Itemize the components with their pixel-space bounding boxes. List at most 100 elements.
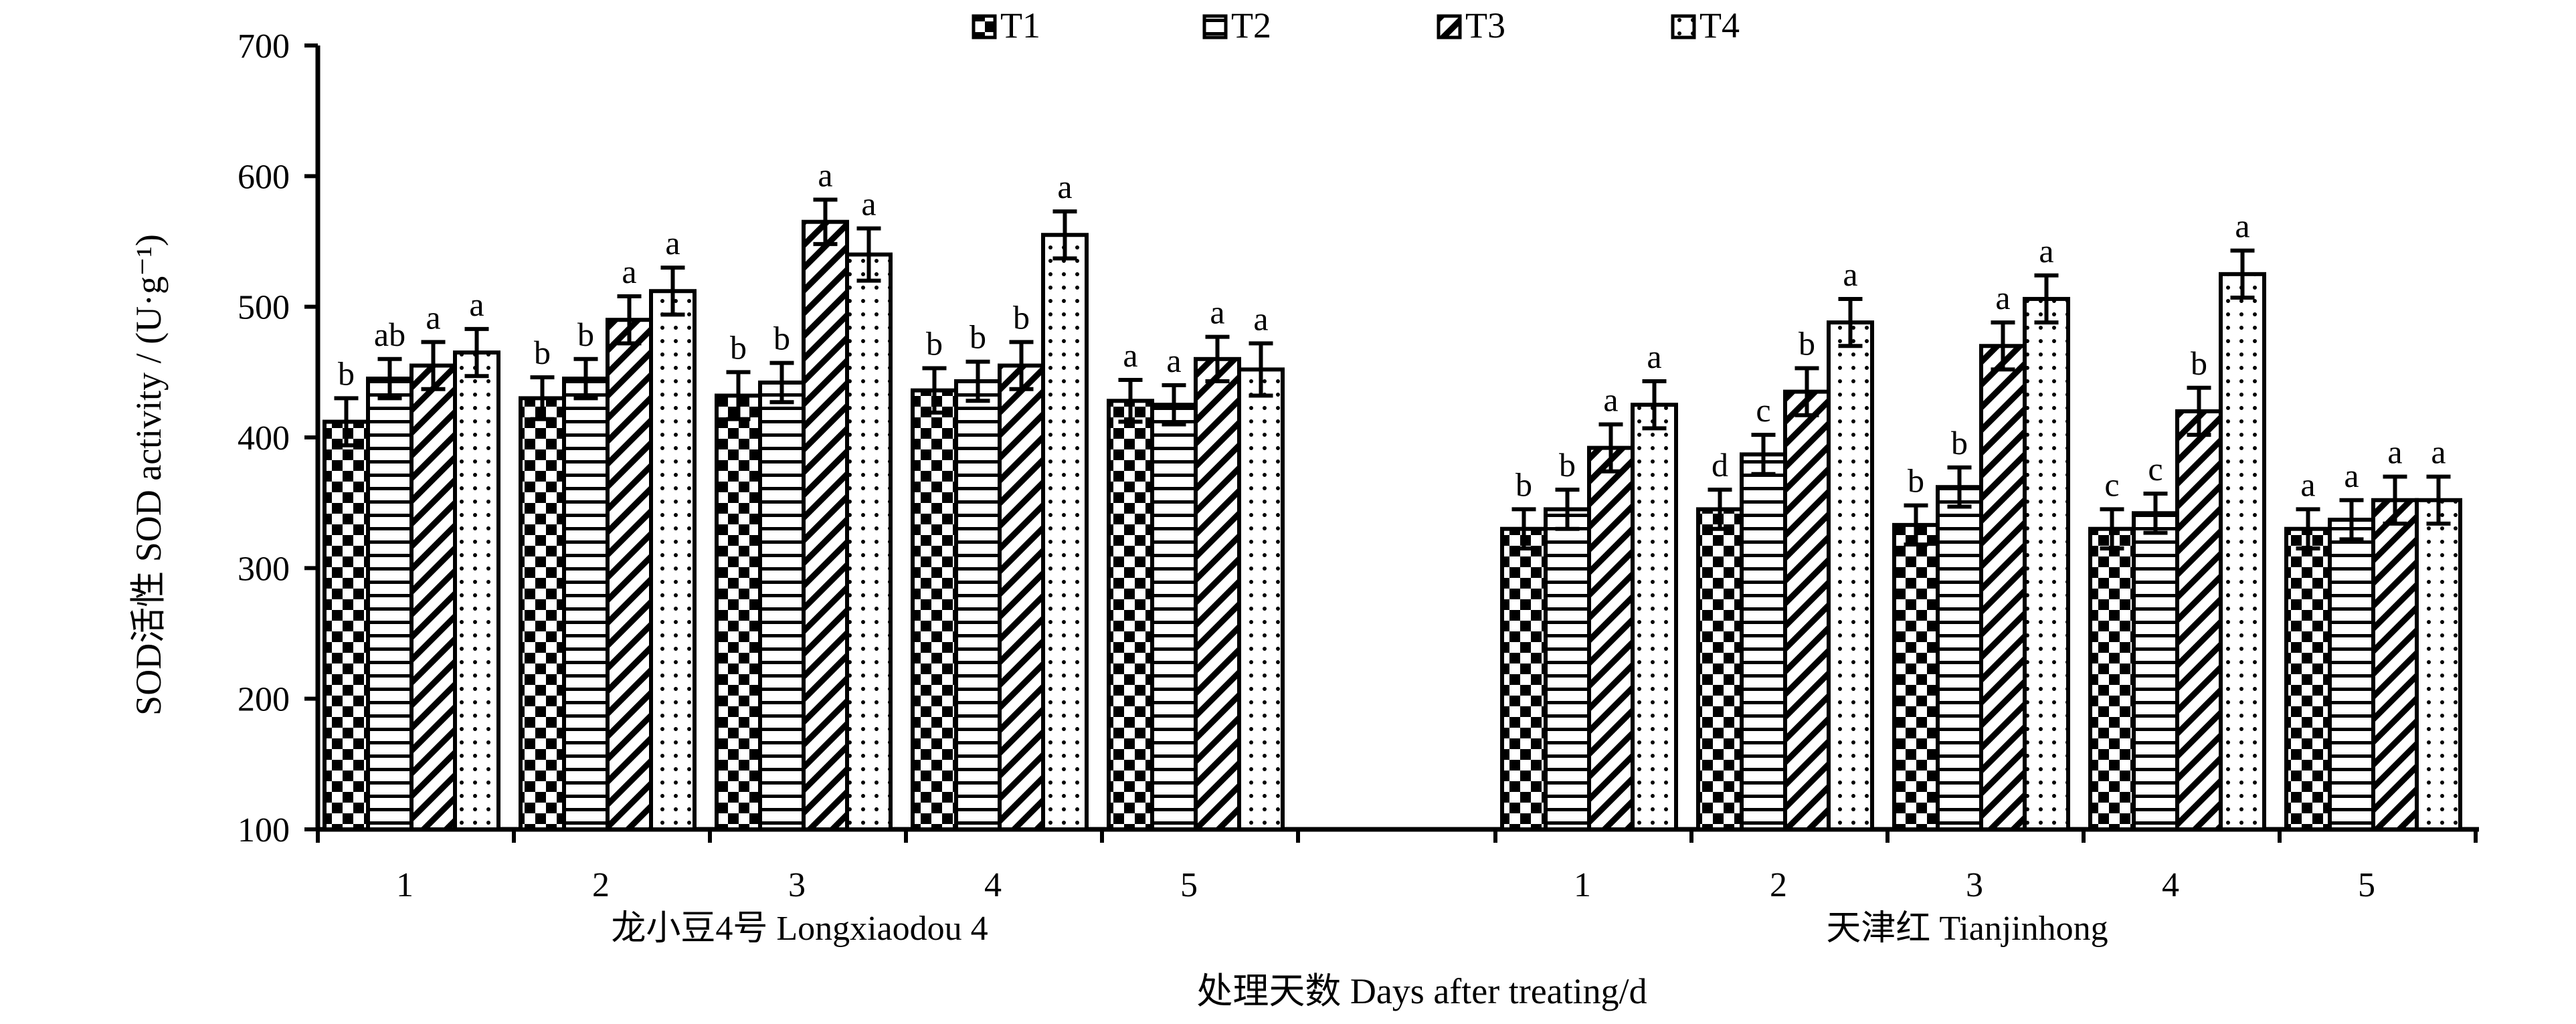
- significance-label: a: [1057, 168, 1072, 205]
- significance-label: b: [1951, 424, 1968, 462]
- bar-t1: [519, 396, 566, 831]
- bar-t4: [1041, 233, 1089, 831]
- significance-label: a: [2300, 466, 2315, 503]
- bar-t3: [998, 363, 1045, 831]
- bar-t2: [1544, 507, 1591, 832]
- significance-label: b: [338, 354, 355, 392]
- bar-t1: [323, 419, 370, 831]
- bar-t1: [2284, 526, 2332, 831]
- group-label: 天津红 Tianjinhong: [1826, 910, 2108, 948]
- significance-label: b: [577, 316, 594, 353]
- bar-t3: [802, 219, 849, 831]
- significance-label: c: [2148, 450, 2163, 488]
- significance-label: a: [2387, 433, 2402, 471]
- significance-label: a: [1166, 342, 1181, 379]
- significance-label: b: [970, 318, 986, 356]
- significance-label: a: [1647, 338, 1661, 375]
- x-tick-label: 1: [1574, 866, 1591, 904]
- bar-t3: [1194, 356, 1241, 831]
- bar-t2: [954, 379, 1002, 831]
- bar-t4: [2219, 272, 2266, 832]
- significance-label: b: [926, 324, 943, 362]
- legend-label-t1: T1: [1000, 5, 1040, 45]
- group-label: 龙小豆4号 Longxiaodou 4: [611, 910, 988, 948]
- significance-label: a: [1843, 255, 1857, 293]
- bar-t2: [1936, 485, 1983, 832]
- significance-label: a: [2344, 457, 2359, 494]
- bar-t3: [1783, 389, 1831, 831]
- y-tick-label: 600: [238, 158, 290, 196]
- x-tick-label: 2: [1770, 866, 1787, 904]
- significance-label: b: [1799, 324, 1815, 362]
- bar-t4: [1827, 320, 1874, 831]
- significance-label: c: [2104, 466, 2119, 503]
- significance-label: a: [1253, 300, 1268, 337]
- bar-t2: [1740, 452, 1787, 831]
- bar-t1: [911, 388, 958, 831]
- bar-t3: [2371, 498, 2419, 831]
- x-tick-label: 2: [592, 866, 610, 904]
- significance-label: a: [1995, 279, 2010, 316]
- bar-t2: [2132, 511, 2179, 831]
- bar-t2: [758, 380, 806, 831]
- significance-label: b: [1515, 466, 1532, 503]
- bar-t2: [562, 377, 610, 831]
- significance-label: b: [1559, 446, 1576, 484]
- x-tick-label: 3: [788, 866, 806, 904]
- x-tick-label: 4: [984, 866, 1002, 904]
- bar-t1: [1696, 507, 1744, 832]
- y-tick-label: 500: [238, 289, 290, 327]
- significance-label: a: [2431, 433, 2446, 471]
- significance-label: ab: [374, 316, 405, 353]
- bar-t4: [2415, 498, 2462, 831]
- bar-t3: [606, 318, 653, 831]
- significance-label: a: [1123, 336, 1137, 374]
- significance-label: d: [1712, 446, 1728, 484]
- x-tick-label: 4: [2162, 866, 2179, 904]
- significance-label: a: [2235, 207, 2249, 245]
- significance-label: c: [1756, 391, 1770, 429]
- legend-label-t4: T4: [1699, 5, 1740, 45]
- y-tick-label: 300: [238, 550, 290, 588]
- significance-label: b: [773, 320, 790, 357]
- bar-t4: [649, 289, 697, 831]
- bar-t2: [366, 377, 413, 831]
- significance-label: a: [622, 253, 636, 290]
- legend-swatch-t2: [1202, 14, 1228, 39]
- x-tick-label: 5: [1180, 866, 1198, 904]
- significance-label: b: [1013, 298, 1030, 336]
- significance-label: a: [426, 298, 440, 336]
- bar-t3: [1587, 445, 1635, 831]
- bar-t4: [2023, 296, 2070, 831]
- y-tick-label: 700: [238, 27, 290, 66]
- legend-swatch-t3: [1437, 14, 1462, 39]
- significance-label: a: [2039, 232, 2053, 270]
- bars: [323, 197, 2462, 832]
- significance-label: a: [1603, 381, 1618, 418]
- x-axis-title: 处理天数 Days after treating/d: [1196, 971, 1647, 1011]
- legend-label-t3: T3: [1465, 5, 1505, 45]
- significance-label: b: [1908, 462, 1924, 500]
- significance-label: a: [1210, 294, 1224, 331]
- bar-t4: [453, 350, 500, 831]
- bar-t3: [2175, 409, 2223, 831]
- legend-swatch-t1: [972, 14, 997, 39]
- significance-label: a: [469, 286, 484, 323]
- bar-t1: [1107, 399, 1154, 831]
- bar-t3: [409, 363, 457, 831]
- significance-label: b: [2191, 344, 2207, 382]
- bar-t4: [1631, 403, 1678, 831]
- legend: T1 T2 T3 T4: [972, 5, 1740, 45]
- y-tick-label: 400: [238, 419, 290, 457]
- x-tick-label: 5: [2358, 866, 2375, 904]
- y-tick-label: 200: [238, 681, 290, 719]
- legend-label-t2: T2: [1231, 5, 1271, 45]
- significance-label: b: [730, 328, 747, 366]
- significance-label: a: [861, 185, 876, 222]
- y-tick-label: 100: [238, 811, 290, 849]
- bar-t1: [1892, 522, 1940, 832]
- significance-label: a: [818, 156, 832, 193]
